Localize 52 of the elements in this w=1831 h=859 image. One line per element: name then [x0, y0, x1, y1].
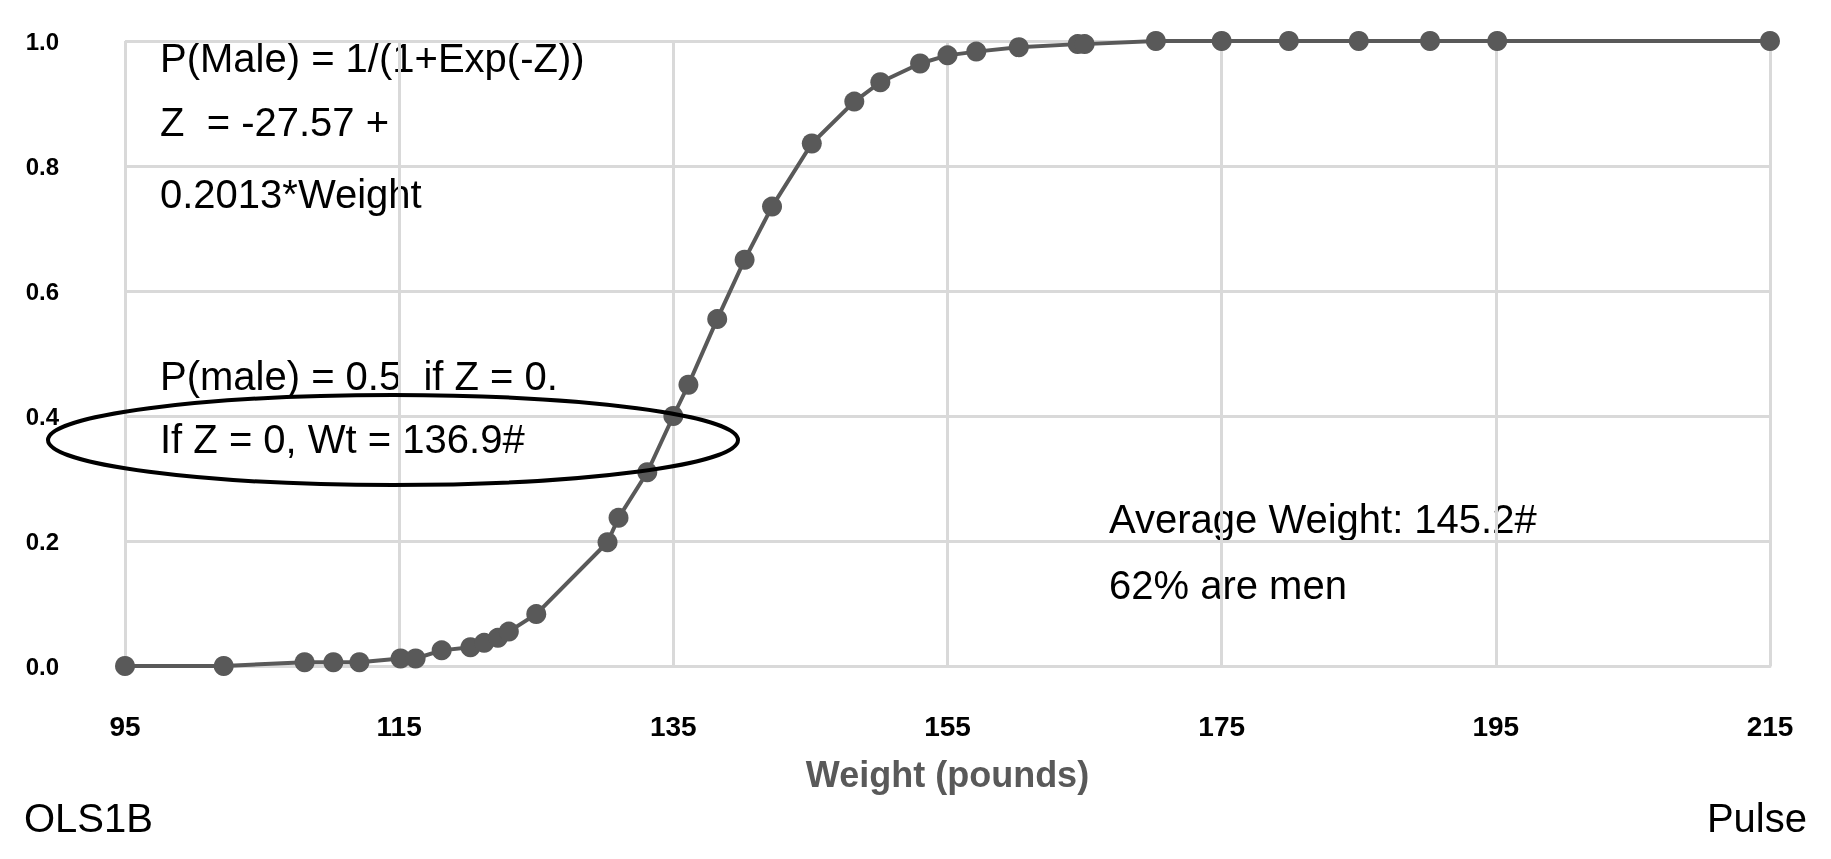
point	[870, 72, 891, 93]
point	[937, 45, 958, 66]
point	[1487, 31, 1508, 51]
x-tick-label: 115	[376, 710, 422, 742]
point	[707, 309, 728, 330]
text: Pulse	[1706, 796, 1807, 840]
point	[597, 532, 618, 553]
point	[405, 648, 426, 669]
x-tick-label: 155	[924, 710, 971, 742]
point	[431, 640, 452, 661]
x-tick-label: 135	[649, 710, 697, 742]
point	[349, 652, 370, 673]
x-tick-label: 195	[1472, 710, 1520, 742]
point	[762, 196, 783, 217]
y-tick-label: 0.4	[25, 402, 60, 430]
y-tick-label: 0.0	[25, 652, 59, 680]
x-tick-label: 95	[109, 710, 141, 742]
x-axis-title: Weight (pounds)	[805, 753, 1090, 795]
point	[608, 507, 629, 528]
y-tick-label: 0.6	[25, 277, 59, 305]
annotation: P(male) = 0.5 if Z = 0.	[160, 354, 558, 398]
y-tick-label: 1.0	[25, 27, 59, 55]
text: OLS1B	[24, 796, 153, 840]
y-tick-label: 0.2	[25, 527, 59, 555]
point	[323, 652, 344, 673]
annotation: Z = -27.57 +	[160, 100, 390, 144]
annotation: 62% are men	[1109, 563, 1347, 607]
x-tick-label: 175	[1198, 710, 1246, 742]
point	[1145, 31, 1166, 51]
point	[115, 656, 135, 676]
x-tick-label: 215	[1746, 710, 1794, 742]
point	[966, 41, 987, 62]
annotation: If Z = 0, Wt = 136.9#	[160, 417, 526, 461]
point	[294, 652, 315, 673]
point	[910, 53, 931, 74]
y-tick-label: 0.8	[25, 152, 59, 180]
point	[1420, 31, 1441, 51]
annotation: Average Weight: 145.2#	[1109, 497, 1538, 541]
point	[734, 249, 755, 270]
point	[678, 374, 699, 395]
annotation: P(Male) = 1/(1+Exp(-Z))	[160, 36, 585, 80]
point	[526, 604, 547, 625]
point	[1211, 31, 1232, 51]
point	[1348, 31, 1369, 51]
point	[844, 91, 865, 112]
point	[801, 133, 822, 154]
point	[1760, 31, 1780, 51]
point	[213, 656, 234, 676]
point	[498, 621, 519, 642]
annotation: 0.2013*Weight	[160, 172, 422, 216]
point	[1008, 37, 1029, 58]
point	[1278, 31, 1299, 51]
